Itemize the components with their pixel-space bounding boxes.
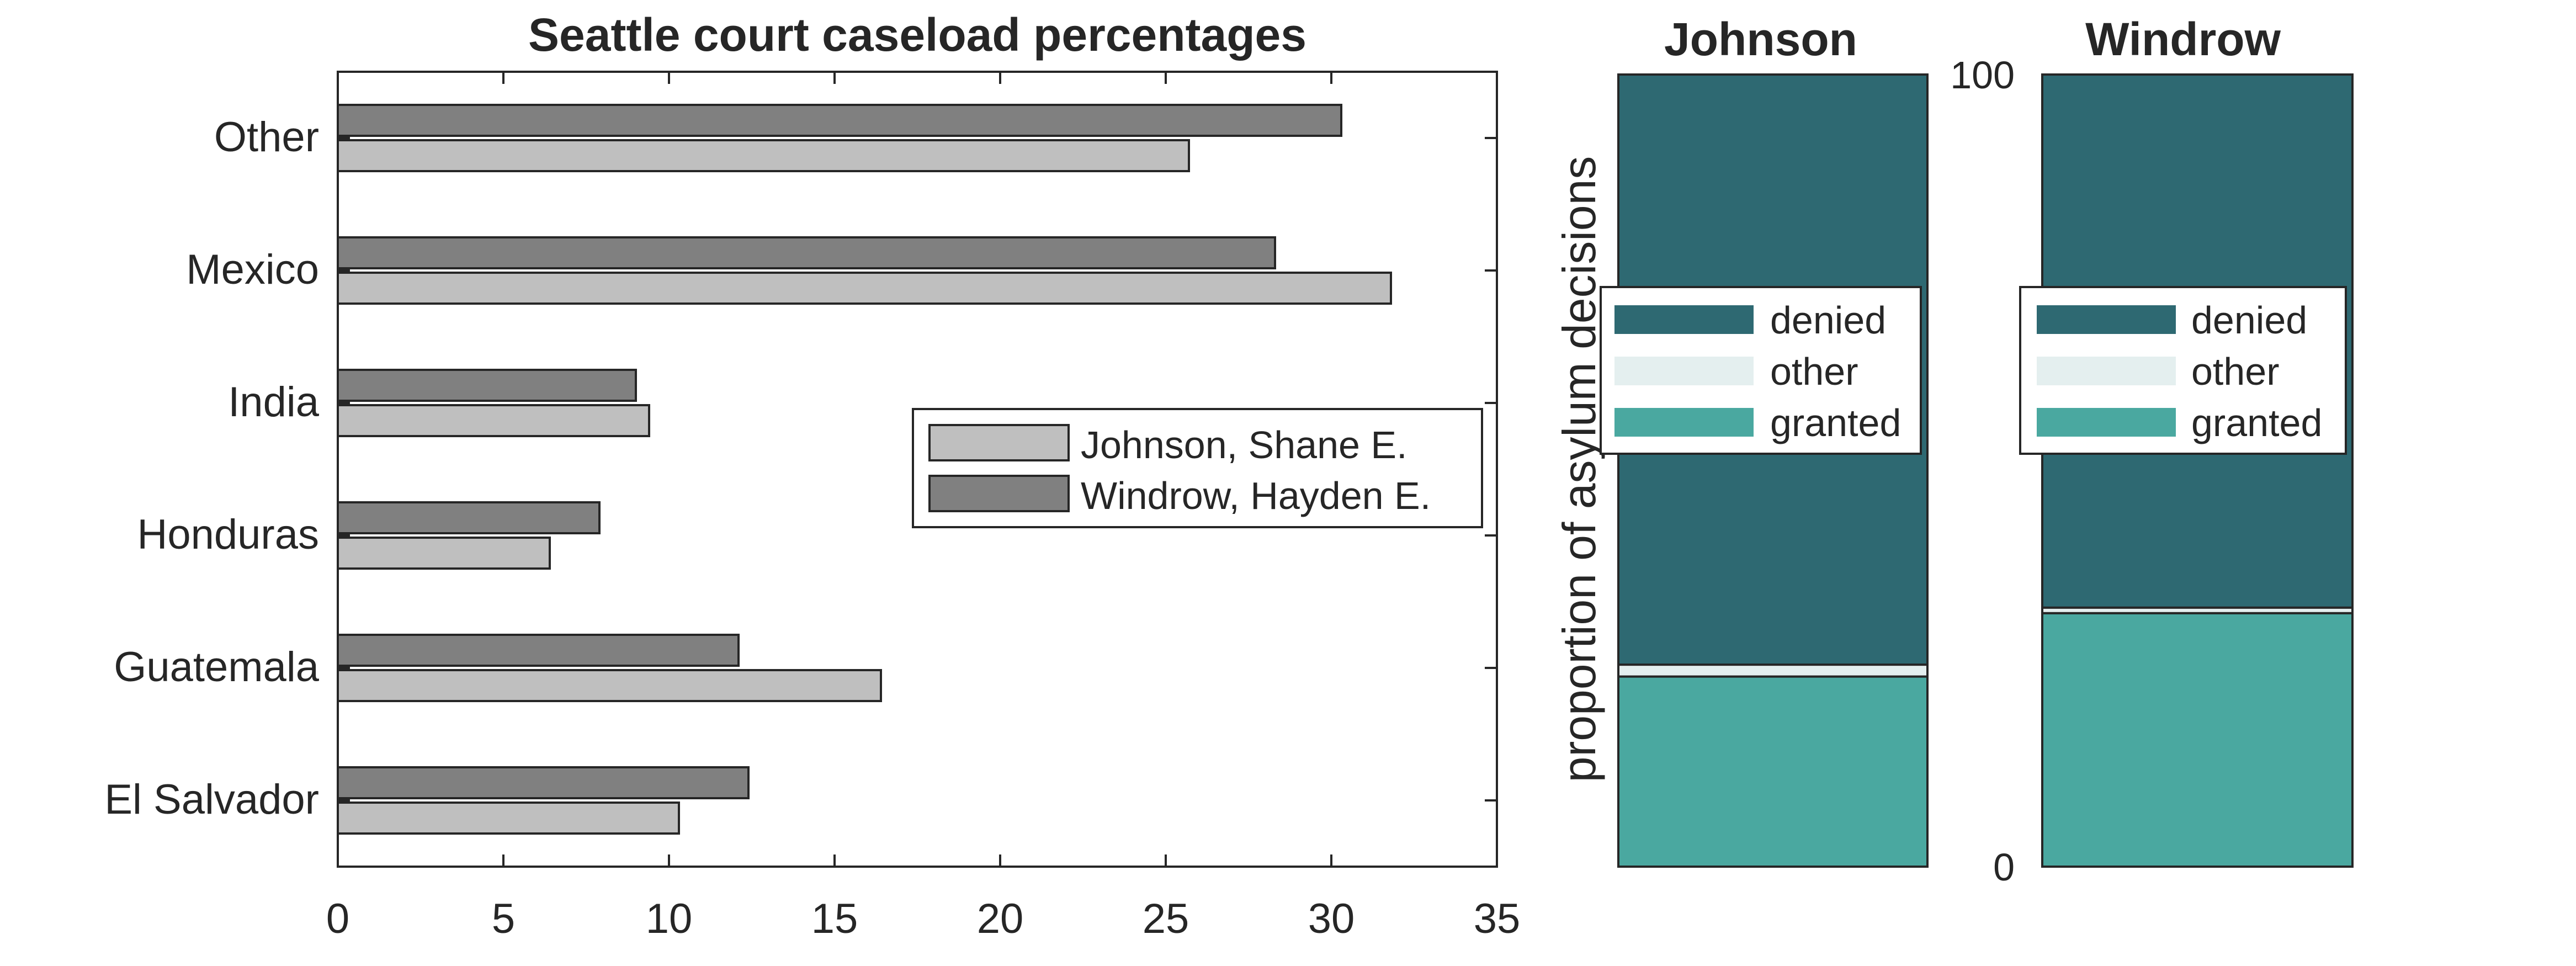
caseload-chart-title: Seattle court caseload percentages	[528, 9, 1306, 61]
johnson-legend-label-granted: granted	[1770, 401, 1901, 444]
x-tick-label: 5	[492, 895, 515, 942]
johnson-chart-title: Johnson	[1664, 13, 1857, 65]
bar-windrow-mexico	[337, 236, 1276, 269]
johnson-legend-label-denied: denied	[1770, 299, 1886, 342]
windrow-chart-title: Windrow	[2085, 13, 2281, 65]
bar-johnson-mexico	[337, 272, 1392, 305]
windrow-ytick-bottom: 0	[1993, 846, 2015, 889]
bar-johnson-guatemala	[337, 669, 882, 702]
x-tick-label: 15	[811, 895, 858, 942]
bar-johnson-other	[337, 139, 1190, 172]
category-label-other: Other	[214, 114, 319, 161]
x-tick-label: 10	[646, 895, 693, 942]
johnson-legend-swatch-granted	[1614, 408, 1754, 437]
windrow-legend-label-other: other	[2191, 350, 2280, 393]
legend-label-windrow: Windrow, Hayden E.	[1081, 474, 1431, 517]
windrow-segment-granted	[2041, 612, 2354, 868]
x-tick-label: 25	[1143, 895, 1189, 942]
category-label-guatemala: Guatemala	[114, 644, 319, 691]
johnson-legend-swatch-other	[1614, 357, 1754, 385]
category-label-india: India	[228, 379, 320, 426]
category-label-mexico: Mexico	[186, 246, 319, 293]
johnson-legend-swatch-denied	[1614, 305, 1754, 334]
bar-windrow-el-salvador	[337, 766, 750, 799]
bar-johnson-india	[337, 404, 650, 437]
x-tick-label: 20	[977, 895, 1024, 942]
johnson-ylabel: proportion of asylum decisions	[1553, 156, 1605, 783]
windrow-legend-label-denied: denied	[2191, 299, 2307, 342]
legend-swatch-johnson	[928, 424, 1070, 461]
johnson-segment-granted	[1617, 675, 1929, 868]
category-label-el-salvador: El Salvador	[104, 776, 319, 823]
bar-windrow-other	[337, 104, 1342, 137]
x-tick-label: 0	[326, 895, 349, 942]
windrow-decisions-chart: Windrow 100 0 denied other granted	[1950, 13, 2354, 889]
windrow-legend-swatch-denied	[2037, 305, 2176, 334]
windrow-legend: denied other granted	[2019, 286, 2347, 455]
category-label-honduras: Honduras	[137, 511, 319, 558]
bar-windrow-india	[337, 369, 637, 402]
johnson-legend: denied other granted	[1600, 286, 1922, 455]
windrow-legend-swatch-other	[2037, 357, 2176, 385]
bar-johnson-el-salvador	[337, 802, 680, 835]
windrow-legend-label-granted: granted	[2191, 401, 2322, 444]
windrow-ytick-top: 100	[1950, 54, 2015, 97]
johnson-legend-label-other: other	[1770, 350, 1858, 393]
johnson-segment-other	[1617, 664, 1929, 678]
bar-windrow-guatemala	[337, 634, 740, 667]
x-tick-label: 35	[1474, 895, 1521, 942]
caseload-plot-frame	[337, 71, 1498, 868]
caseload-chart: Seattle court caseload percentages El Sa…	[104, 9, 1520, 942]
bar-windrow-honduras	[337, 501, 601, 534]
legend-swatch-windrow	[928, 475, 1070, 512]
johnson-decisions-chart: Johnson proportion of asylum decisions d…	[1553, 13, 1929, 868]
caseload-legend: Johnson, Shane E. Windrow, Hayden E.	[912, 408, 1483, 528]
windrow-legend-swatch-granted	[2037, 408, 2176, 437]
legend-label-johnson: Johnson, Shane E.	[1081, 423, 1407, 466]
bar-johnson-honduras	[337, 537, 551, 570]
x-tick-label: 30	[1308, 895, 1355, 942]
